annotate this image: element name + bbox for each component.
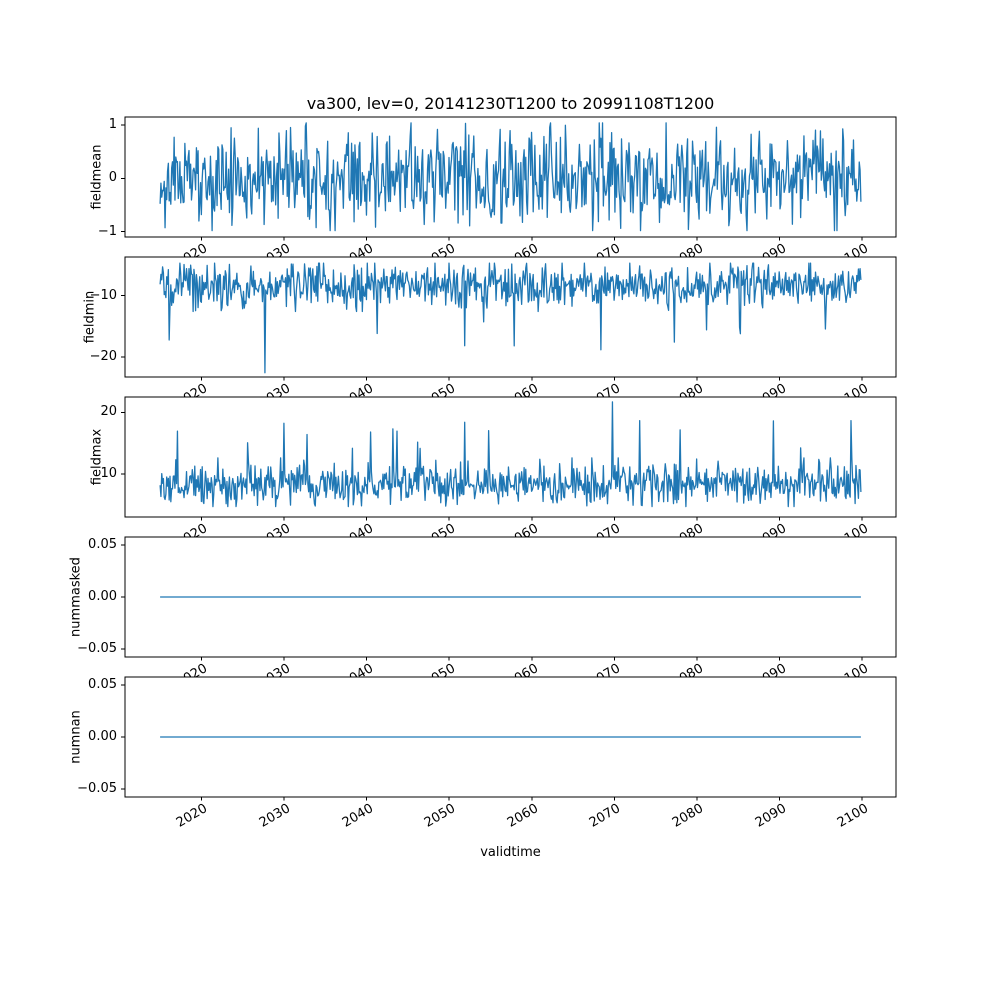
y-axis-label: fieldmax bbox=[89, 428, 105, 486]
axes-frame bbox=[124, 256, 897, 378]
plot-area-fieldmin bbox=[121, 256, 897, 381]
y-axis-label: fieldmin bbox=[82, 290, 98, 344]
plot-area-fieldmax bbox=[121, 396, 897, 521]
series-fieldmean bbox=[159, 122, 862, 232]
y-tick-label: −10 bbox=[89, 287, 117, 303]
y-axis-label: numnan bbox=[68, 710, 84, 764]
plot-area-fieldmean bbox=[121, 116, 897, 241]
y-tick-label: 10 bbox=[100, 465, 117, 481]
y-axis-label: fieldmean bbox=[89, 144, 105, 210]
y-tick-label: 0 bbox=[108, 170, 117, 186]
plot-area-nummasked bbox=[121, 536, 897, 661]
y-tick-label: 0.00 bbox=[88, 729, 117, 744]
y-axis-label: nummasked bbox=[68, 557, 84, 637]
y-tick-label: 20 bbox=[100, 404, 117, 420]
y-tick-label: 1 bbox=[108, 117, 117, 132]
y-tick-label: −0.05 bbox=[77, 781, 117, 797]
y-tick-label: −20 bbox=[89, 348, 117, 364]
series-fieldmax bbox=[159, 401, 862, 508]
chart-title: va300, lev=0, 20141230T1200 to 20991108T… bbox=[306, 94, 715, 113]
y-tick-label: 0.00 bbox=[88, 589, 117, 604]
plot-area-numnan bbox=[121, 676, 897, 801]
y-tick-label: 0.05 bbox=[88, 676, 117, 692]
y-tick-label: −0.05 bbox=[77, 641, 117, 657]
axes-frame bbox=[124, 396, 897, 518]
x-axis-label: validtime bbox=[480, 845, 541, 860]
series-fieldmin bbox=[159, 262, 862, 374]
y-tick-label: 0.05 bbox=[88, 536, 117, 552]
y-tick-label: −1 bbox=[97, 223, 117, 239]
